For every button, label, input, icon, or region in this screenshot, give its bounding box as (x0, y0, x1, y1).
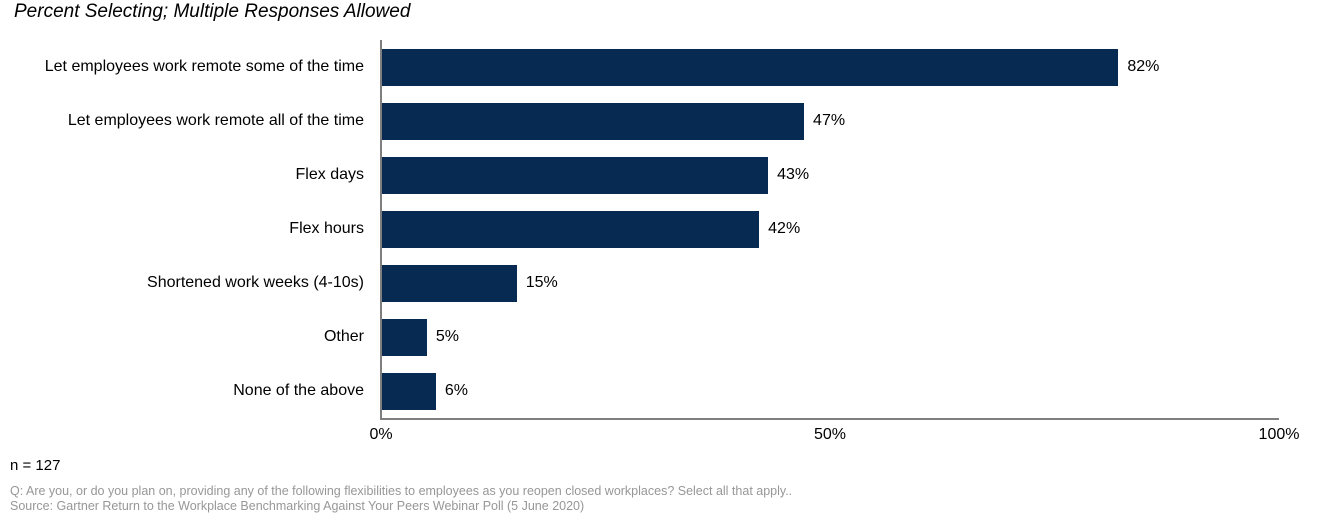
sample-size-note: n = 127 (10, 457, 61, 474)
bar-area: 15% (382, 264, 1280, 302)
bar-row: Other 5% (0, 310, 1318, 364)
value-label: 47% (813, 112, 846, 129)
y-axis-line (380, 40, 382, 420)
bar-row: None of the above 6% (0, 364, 1318, 418)
value-label: 43% (777, 166, 810, 183)
category-label: Other (323, 328, 364, 345)
x-axis-line (380, 418, 1279, 420)
bar-area: 5% (382, 318, 1280, 356)
bar (382, 318, 427, 356)
category-label: Flex days (295, 166, 364, 183)
value-label: 15% (525, 274, 558, 291)
x-axis-tick-0: 0% (369, 426, 393, 443)
bar (382, 210, 760, 248)
value-label: 82% (1127, 58, 1160, 75)
bar-area: 82% (382, 48, 1280, 86)
bar (382, 372, 436, 410)
bar (382, 156, 769, 194)
value-label: 42% (768, 220, 801, 237)
category-label: Shortened work weeks (4-10s) (147, 274, 364, 291)
category-label: Let employees work remote all of the tim… (67, 112, 364, 129)
value-label: 6% (444, 382, 468, 399)
bar-area: 43% (382, 156, 1280, 194)
bar (382, 102, 805, 140)
source-footnote: Source: Gartner Return to the Workplace … (10, 499, 585, 513)
category-label: Flex hours (289, 220, 364, 237)
bar (382, 48, 1119, 86)
value-label: 5% (435, 328, 460, 345)
x-axis-tick-100: 100% (1258, 426, 1300, 443)
category-label: Let employees work remote some of the ti… (44, 58, 364, 75)
bar-row: Flex hours 42% (0, 202, 1318, 256)
bar-chart: Let employees work remote some of the ti… (0, 40, 1318, 418)
chart-title: Percent Selecting; Multiple Responses Al… (14, 1, 411, 22)
bar-row: Shortened work weeks (4-10s) 15% (0, 256, 1318, 310)
question-footnote: Q: Are you, or do you plan on, providing… (10, 484, 793, 498)
bar-area: 6% (382, 372, 1280, 410)
bar-row: Let employees work remote some of the ti… (0, 40, 1318, 94)
x-axis-tick-50: 50% (813, 426, 847, 443)
bar-area: 47% (382, 102, 1280, 140)
bar-area: 42% (382, 210, 1280, 248)
bar (382, 264, 517, 302)
category-label: None of the above (233, 382, 364, 399)
bar-row: Let employees work remote all of the tim… (0, 94, 1318, 148)
bar-row: Flex days 43% (0, 148, 1318, 202)
